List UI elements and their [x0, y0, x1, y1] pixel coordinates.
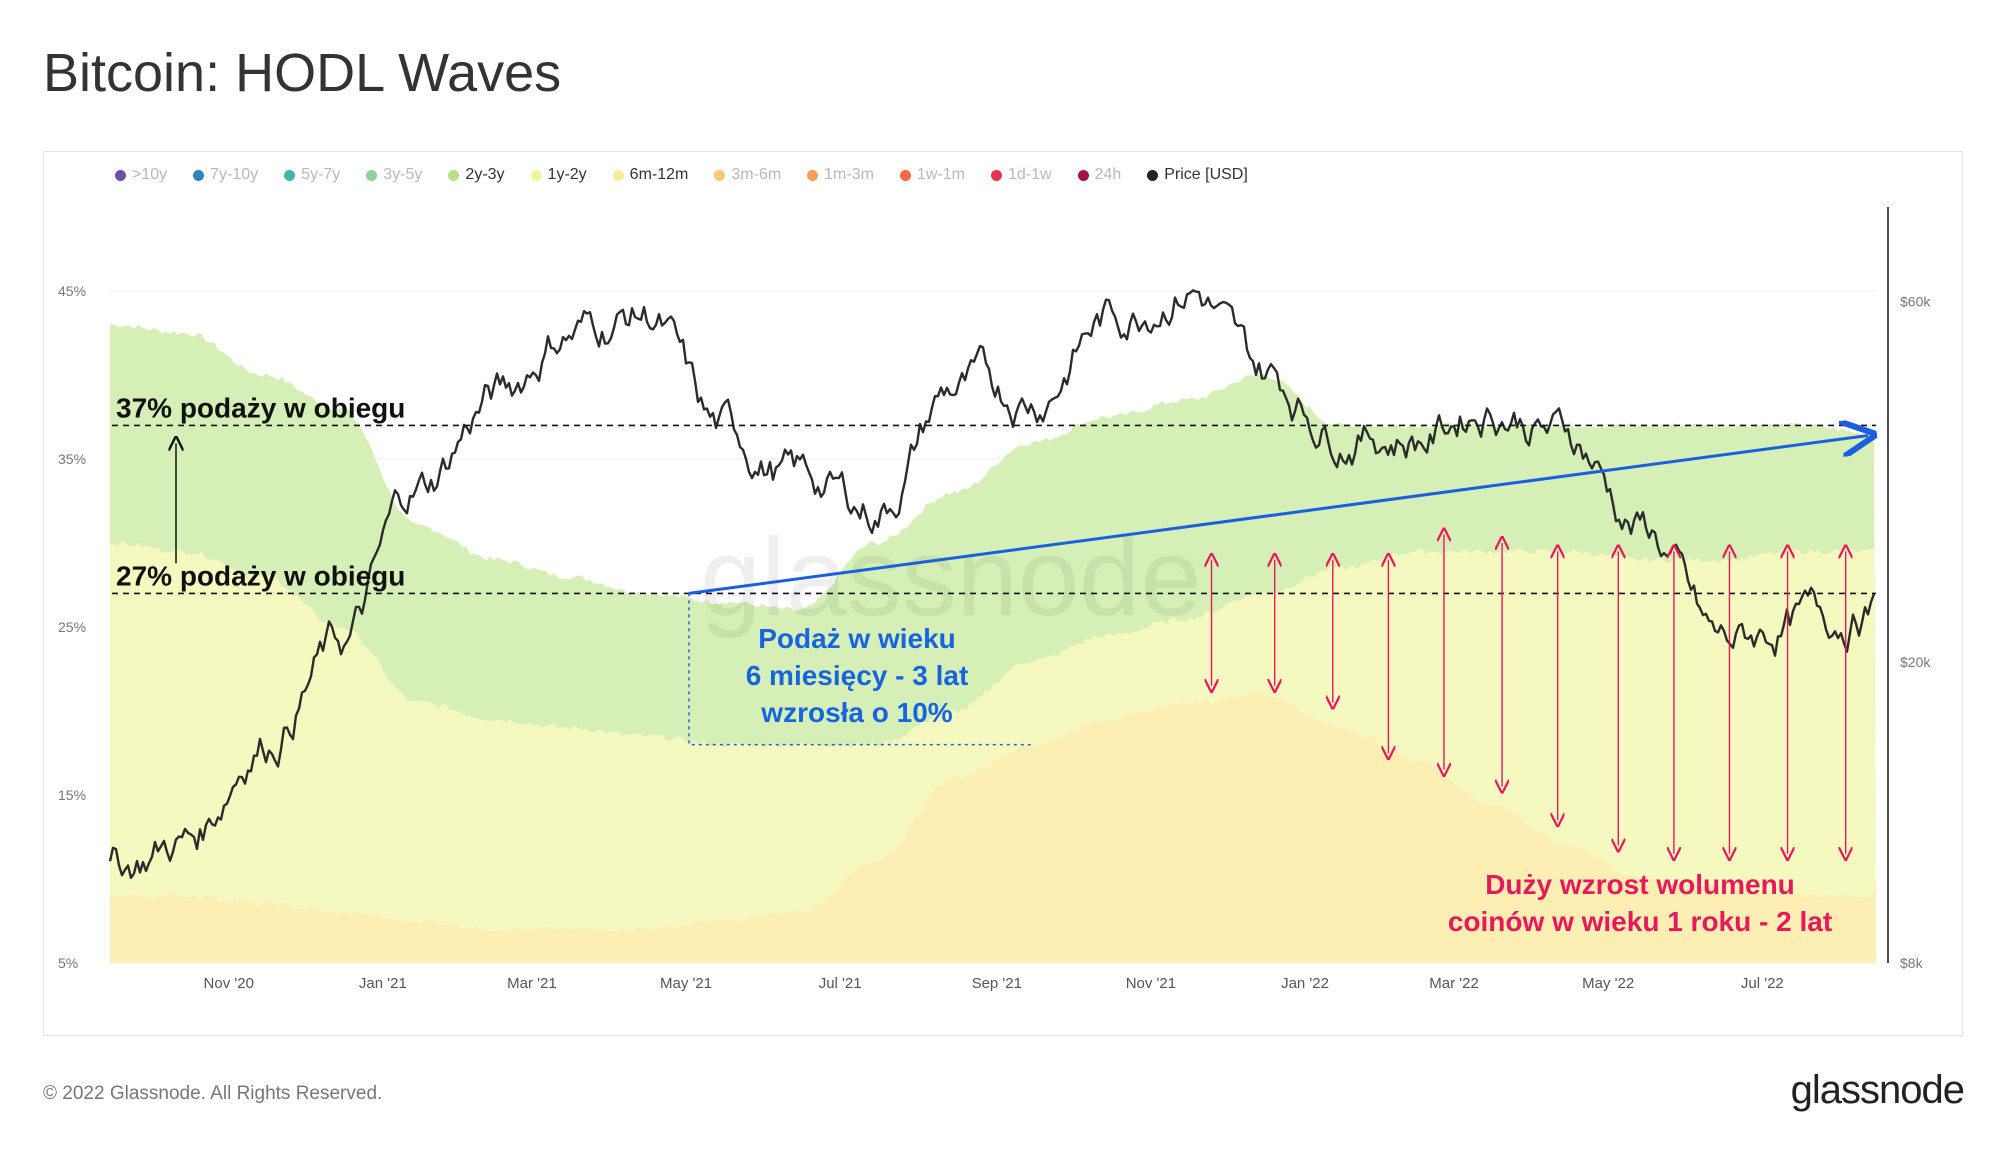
y-tick-label: 15% [58, 787, 86, 803]
legend-label: 2y-3y [465, 166, 505, 183]
legend-dot-icon [366, 169, 378, 181]
y-tick-label: 45% [58, 283, 86, 299]
chart-frame [43, 151, 1963, 1036]
legend-item[interactable]: 7y-10y [193, 166, 258, 184]
legend-dot-icon [612, 169, 624, 181]
legend-item[interactable]: 24h [1077, 166, 1122, 184]
red-annotation-line: Duży wzrost wolumenu [1485, 869, 1795, 900]
legend-item[interactable]: 3m-6m [714, 166, 781, 184]
legend-dot-icon [448, 169, 460, 181]
blue-annotation-line: wzrosła o 10% [760, 697, 953, 728]
glassnode-logo[interactable]: glassnode [1790, 1068, 1965, 1112]
y-right-tick-label: $8k [1900, 955, 1924, 971]
y-right-tick-label: $20k [1900, 654, 1931, 670]
x-tick-label: Nov '21 [1126, 975, 1176, 992]
legend-dot-icon [115, 169, 126, 181]
legend-label: >10y [132, 166, 168, 183]
legend-label: 1m-3m [824, 166, 874, 183]
legend-dot-icon [807, 169, 819, 181]
x-tick-label: Sep '21 [972, 975, 1022, 992]
x-tick-label: Mar '21 [507, 975, 557, 992]
legend-label: 5y-7y [301, 166, 341, 183]
legend-item[interactable]: 3y-5y [366, 166, 422, 184]
annotations: 37% podaży w obiegu 27% podaży w obiegu Po… [112, 392, 1876, 937]
legend-label: 3m-6m [731, 166, 782, 183]
legend-dot-icon [1077, 169, 1089, 181]
x-axis: Nov '20 Jan '21 Mar '21 May '21 Jul '21 Sep '… [204, 975, 1784, 992]
chart-title: Bitcoin: HODL Waves [43, 43, 562, 103]
trend-arrow [688, 435, 1868, 595]
legend-label: 3y-5y [383, 166, 423, 183]
legend-item[interactable]: 5y-7y [284, 166, 340, 184]
legend-dot-icon [284, 169, 296, 181]
y-tick-label: 35% [58, 451, 86, 467]
x-tick-label: Mar '22 [1429, 975, 1479, 992]
price-line [108, 289, 1876, 879]
legend-item[interactable]: 1w-1m [899, 166, 965, 184]
legend-item[interactable]: 6m-12m [612, 166, 689, 184]
age-bands [110, 324, 1876, 963]
legend-dot-icon [530, 169, 542, 181]
legend-dot-icon [193, 169, 205, 181]
x-tick-label: Nov '20 [204, 975, 254, 992]
legend-dot-icon [899, 169, 911, 181]
red-annotation-line: coinów w wieku 1 roku - 2 lat [1448, 906, 1832, 937]
chart-legend: >10y 7y-10y 5y-7y 3y-5y 2y-3y 1y-2y 6m-12m 3m-6… [115, 166, 1248, 184]
legend-label: 6m-12m [629, 166, 689, 183]
x-tick-label: May '21 [660, 975, 712, 992]
legend-dot-icon [990, 169, 1002, 181]
x-tick-label: Jul '22 [1741, 975, 1784, 992]
y-tick-label: 25% [58, 619, 86, 635]
x-tick-label: Jul '21 [819, 975, 862, 992]
y-tick-label: 5% [58, 955, 78, 971]
legend-label: 1y-2y [547, 166, 587, 183]
legend-item[interactable]: 1y-2y [530, 166, 587, 184]
legend-dot-icon [714, 169, 726, 181]
legend-label: 1w-1m [916, 166, 965, 183]
legend-item[interactable]: 2y-3y [448, 166, 505, 184]
legend-label: 1d-1w [1007, 166, 1052, 183]
legend-label: 7y-10y [210, 166, 259, 183]
y-axis-right: $8k $20k $60k [1900, 293, 1931, 971]
blue-annotation-line: Podaż w wieku [758, 623, 956, 654]
legend-item[interactable]: 1d-1w [990, 166, 1052, 184]
legend-label: Price [USD] [1164, 166, 1248, 183]
y-axis-left: 5% 15% 25% 35% 45% [58, 283, 86, 971]
legend-item[interactable]: 1m-3m [807, 166, 874, 184]
legend-item[interactable]: Price [USD] [1147, 166, 1248, 184]
blue-dotted-bracket [688, 593, 1035, 746]
copyright-text: © 2022 Glassnode. All Rights Reserved. [43, 1083, 383, 1104]
band-6m-12m [110, 692, 1876, 963]
y-right-tick-label: $60k [1900, 293, 1931, 309]
x-tick-label: Jan '21 [359, 975, 407, 992]
legend-item[interactable]: >10y [115, 166, 167, 184]
price-line-group [108, 289, 1876, 879]
label-27: 27% podaży w obiegu [116, 560, 405, 591]
legend-label: 24h [1094, 166, 1122, 183]
x-tick-label: Jan '22 [1281, 975, 1329, 992]
blue-annotation-line: 6 miesięcy - 3 lat [746, 660, 969, 691]
legend-dot-icon [1147, 169, 1159, 181]
x-tick-label: May '22 [1582, 975, 1634, 992]
label-37: 37% podaży w obiegu [116, 392, 405, 423]
